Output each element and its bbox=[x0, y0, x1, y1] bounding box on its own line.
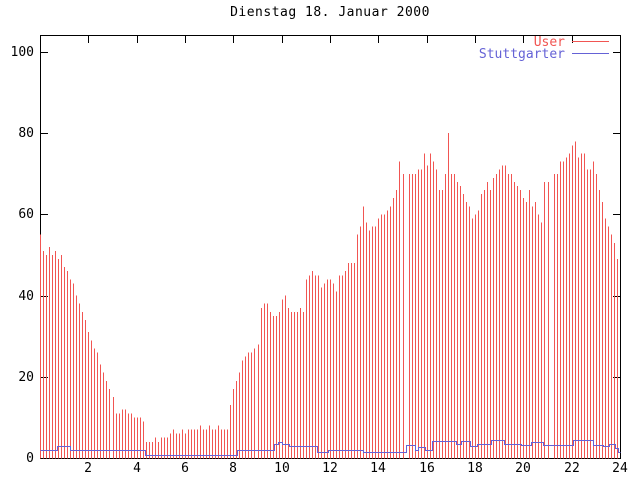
x-tick-label: 16 bbox=[419, 461, 435, 476]
x-tick-label: 22 bbox=[564, 461, 580, 476]
x-tick-label: 10 bbox=[274, 461, 290, 476]
x-tick-label: 6 bbox=[181, 461, 189, 476]
legend-user-label: User bbox=[533, 35, 565, 50]
legend-stuttgarter-label: Stuttgarter bbox=[478, 47, 565, 62]
y-tick-label: 100 bbox=[11, 45, 34, 60]
chart-title: Dienstag 18. Januar 2000 bbox=[230, 5, 430, 20]
x-tick-label: 14 bbox=[370, 461, 386, 476]
x-tick-label: 12 bbox=[322, 461, 338, 476]
y-tick-label: 40 bbox=[18, 289, 34, 304]
x-tick-label: 20 bbox=[515, 461, 531, 476]
y-tick-label: 0 bbox=[26, 451, 34, 466]
x-tick-label: 8 bbox=[229, 461, 237, 476]
stuttgarter-line bbox=[40, 440, 621, 456]
legend-stuttgarter-line-sample bbox=[572, 53, 609, 54]
x-tick-label: 18 bbox=[467, 461, 483, 476]
y-tick-label: 20 bbox=[18, 370, 34, 385]
legend-user-line-sample bbox=[572, 41, 609, 42]
x-tick-label: 24 bbox=[612, 461, 628, 476]
y-tick-label: 60 bbox=[18, 207, 34, 222]
x-tick-label: 2 bbox=[84, 461, 92, 476]
x-tick-label: 4 bbox=[133, 461, 141, 476]
y-tick-label: 80 bbox=[18, 126, 34, 141]
